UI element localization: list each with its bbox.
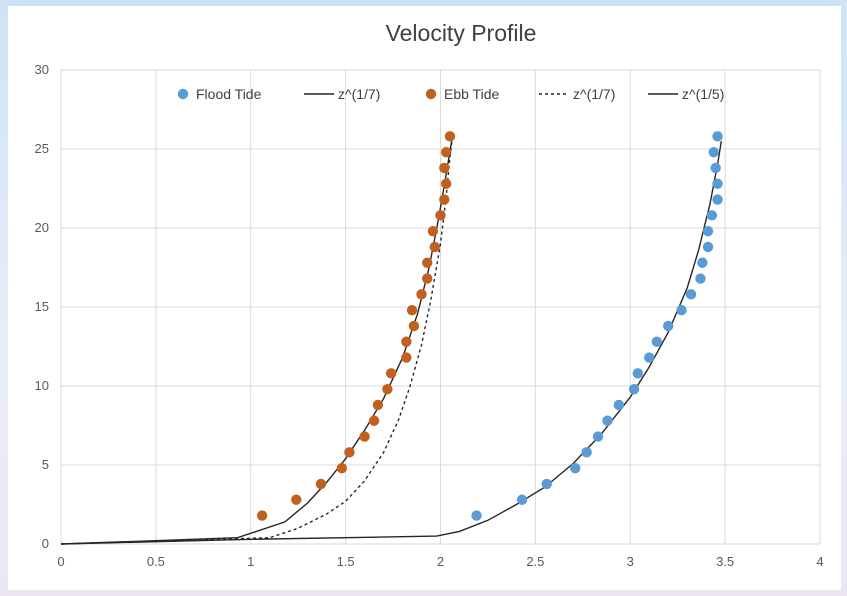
data-point-0 <box>710 162 721 174</box>
legend-label-1: z^(1/7) <box>338 86 380 102</box>
y-tick-label: 20 <box>35 220 49 235</box>
data-point-2 <box>439 162 450 174</box>
x-tick-label: 3 <box>627 554 634 569</box>
data-point-2 <box>372 399 384 411</box>
data-point-2 <box>344 447 355 458</box>
axes: 0 5 10 15 20 25 30 0 0.5 1 1.5 2 2.5 3 3.5 4 <box>35 62 824 569</box>
y-tick-label: 25 <box>35 141 49 156</box>
data-point-2 <box>416 289 427 300</box>
y-tick-label: 0 <box>42 536 49 551</box>
x-tick-label: 2 <box>437 554 444 569</box>
x-tick-label: 3.5 <box>716 554 734 569</box>
x-tick-label: 1 <box>247 554 254 569</box>
data-point-2 <box>401 352 412 363</box>
data-point-0 <box>712 194 723 205</box>
chart-svg: Velocity Profile 0 5 10 15 20 25 30 0 0.5 1 1.5 2 2.… <box>35 20 824 569</box>
y-tick-label: 30 <box>35 62 49 77</box>
data-point-0 <box>712 131 723 142</box>
x-tick-label: 0.5 <box>147 554 165 569</box>
data-point-0 <box>613 399 625 411</box>
data-point-2 <box>382 383 393 395</box>
data-point-2 <box>429 241 441 253</box>
legend: Flood Tide z^(1/7) Ebb Tide z^(1/7) z^(1/5) <box>177 86 724 102</box>
data-point-2 <box>408 320 420 332</box>
x-tick-label: 2.5 <box>526 554 544 569</box>
series-line-1 <box>60 140 722 545</box>
data-point-2 <box>435 210 446 221</box>
x-tick-label: 1.5 <box>337 554 355 569</box>
x-tick-label: 0 <box>57 554 64 569</box>
legend-marker-2 <box>425 88 437 100</box>
data-point-0 <box>702 241 714 253</box>
chart-frame: Velocity Profile 0 5 10 15 20 25 30 0 0.5 1 1.5 2 2.… <box>8 6 841 590</box>
legend-label-2: Ebb Tide <box>444 86 499 102</box>
data-point-0 <box>602 415 613 426</box>
data-point-0 <box>695 273 706 284</box>
data-point-2 <box>385 368 397 379</box>
data-point-0 <box>471 510 482 521</box>
data-point-0 <box>541 478 552 490</box>
data-point-2 <box>315 478 327 490</box>
data-point-0 <box>651 336 663 347</box>
data-point-2 <box>422 257 433 268</box>
data-point-2 <box>422 273 433 284</box>
data-point-0 <box>644 352 655 363</box>
data-point-2 <box>401 336 412 347</box>
data-point-0 <box>697 257 708 268</box>
series-line-3 <box>60 141 453 545</box>
data-point-0 <box>702 225 714 237</box>
data-point-2 <box>440 146 452 158</box>
data-point-0 <box>663 320 674 332</box>
data-point-2 <box>368 415 380 426</box>
x-tick-label: 4 <box>816 554 823 569</box>
data-point-2 <box>406 304 418 316</box>
legend-label-0: Flood Tide <box>196 86 262 102</box>
chart-title: Velocity Profile <box>386 20 537 46</box>
data-point-0 <box>516 494 528 505</box>
data-point-0 <box>570 462 581 474</box>
data-point-0 <box>592 431 604 442</box>
series-layer <box>60 131 723 545</box>
legend-label-3: z^(1/7) <box>573 86 615 102</box>
data-point-2 <box>336 462 348 474</box>
data-point-0 <box>685 289 697 300</box>
data-point-0 <box>676 304 687 316</box>
y-tick-label: 10 <box>35 378 49 393</box>
data-point-0 <box>712 178 723 189</box>
legend-marker-0 <box>177 88 189 100</box>
data-point-2 <box>256 510 268 521</box>
data-point-2 <box>359 431 370 442</box>
data-point-0 <box>581 447 592 458</box>
series-line-4 <box>60 139 453 545</box>
data-point-0 <box>632 368 644 379</box>
y-tick-label: 5 <box>42 457 49 472</box>
data-point-0 <box>628 383 640 395</box>
data-point-2 <box>440 178 452 189</box>
legend-label-4: z^(1/5) <box>682 86 724 102</box>
data-point-0 <box>708 146 719 158</box>
data-point-2 <box>439 194 450 205</box>
data-point-2 <box>291 494 302 505</box>
grid <box>60 69 821 545</box>
data-point-2 <box>444 131 456 142</box>
data-point-0 <box>706 210 718 221</box>
data-point-2 <box>427 225 439 237</box>
y-tick-label: 15 <box>35 299 49 314</box>
